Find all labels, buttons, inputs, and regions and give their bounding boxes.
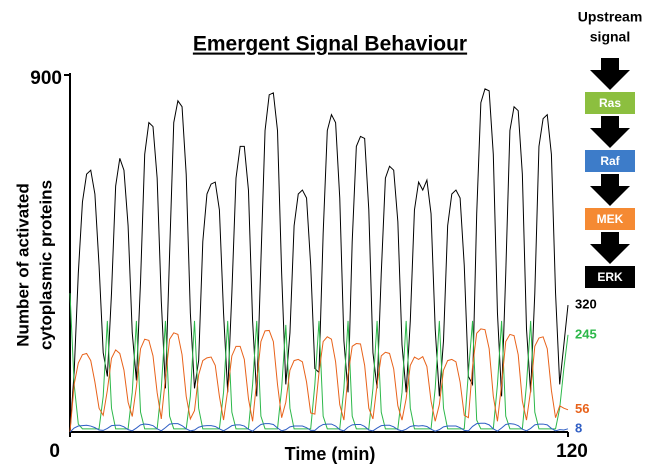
series-line (69, 328, 569, 433)
end-value-label: 56 (575, 401, 589, 416)
series-line (69, 293, 569, 430)
pathway-heading: Upstream (578, 9, 643, 25)
chart-title: Emergent Signal Behaviour (193, 33, 467, 56)
end-value-label: 245 (575, 326, 597, 341)
pathway-arrow (590, 174, 630, 206)
end-value-label: 8 (575, 420, 582, 435)
pathway-arrow (590, 116, 630, 148)
pathway-node-label: ERK (597, 270, 623, 284)
end-value-label: 320 (575, 297, 597, 312)
pathway-node-label: Ras (599, 96, 621, 110)
y-tick-label: 900 (30, 68, 62, 89)
pathway-node (585, 266, 635, 288)
pathway-node (585, 208, 635, 230)
pathway-heading: signal (590, 29, 630, 45)
pathway-node (585, 150, 635, 172)
pathway-node (585, 92, 635, 114)
pathway-node-label: Raf (600, 154, 620, 168)
series-line (69, 422, 569, 433)
y-axis-label: Number of activated (13, 183, 32, 346)
x-axis-label: Time (min) (285, 444, 376, 464)
y-axis-label: cytoplasmic proteins (36, 180, 55, 350)
x-tick-label: 120 (556, 441, 588, 462)
x-tick-label: 0 (49, 441, 60, 462)
pathway-arrow (590, 232, 630, 264)
pathway-arrow (590, 58, 630, 90)
pathway-node-label: MEK (597, 212, 624, 226)
series-line (69, 88, 569, 433)
